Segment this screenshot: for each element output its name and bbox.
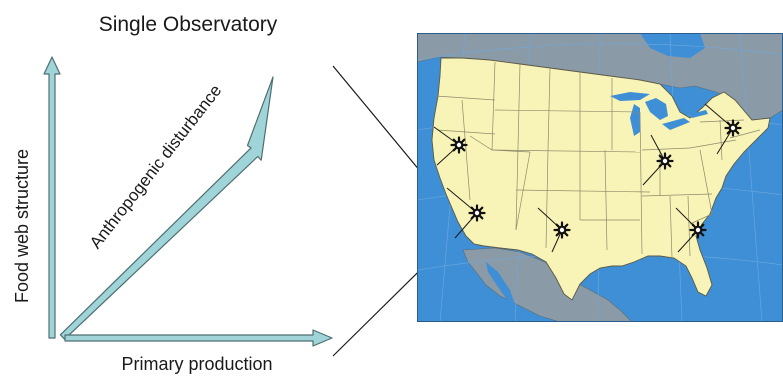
- food-web-structure-label: Food web structure: [12, 149, 32, 303]
- usa-land: [431, 57, 771, 301]
- primary-production-axis-arrow: [64, 329, 333, 347]
- observatory-site-icon: [704, 103, 742, 155]
- connector-line-upper: [332, 65, 431, 184]
- disturbance-axis-arrow: [59, 76, 274, 340]
- us-map: [417, 33, 783, 322]
- mexico-land: [462, 247, 633, 322]
- observatory-site-icon: [433, 126, 468, 166]
- anthropogenic-disturbance-label: Anthropogenic disturbance: [86, 81, 225, 252]
- food-web-axis-arrow: [43, 56, 61, 339]
- state-borders: [435, 61, 761, 259]
- primary-production-label: Primary production: [121, 354, 272, 374]
- observatory-site-icon: [675, 207, 707, 253]
- diagram-title: Single Observatory: [99, 13, 278, 36]
- observatory-markers: [433, 103, 742, 253]
- observatory-site-icon: [537, 207, 571, 253]
- observatory-site-icon: [642, 134, 674, 186]
- observatory-site-icon: [446, 187, 486, 239]
